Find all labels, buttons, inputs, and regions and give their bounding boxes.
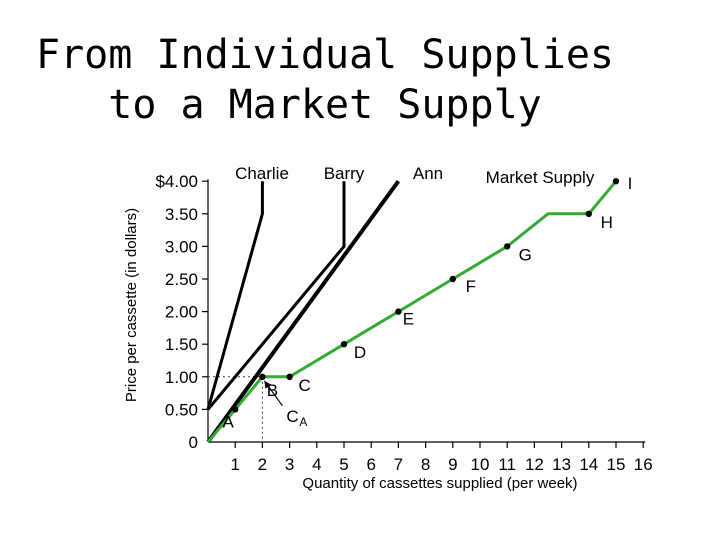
x-tick-label: 9 — [448, 455, 457, 474]
x-tick-label: 8 — [421, 455, 430, 474]
y-tick-label: $4.00 — [155, 172, 198, 191]
point-label-a: A — [223, 412, 235, 431]
x-tick-label: 16 — [634, 455, 653, 474]
point-label-g: G — [519, 245, 532, 264]
series-label-barry: Barry — [324, 164, 365, 183]
point-e — [395, 308, 401, 314]
point-label-f: F — [466, 277, 476, 296]
annotation-subscript: A — [299, 415, 307, 429]
point-f — [450, 276, 456, 282]
x-tick-label: 10 — [471, 455, 490, 474]
x-tick-label: 3 — [285, 455, 294, 474]
y-tick-label: 1.50 — [165, 335, 198, 354]
series-label-ann: Ann — [413, 164, 443, 183]
axes: 00.501.001.502.002.503.003.50$4.001 2 3 4 5 6… — [123, 172, 653, 492]
x-tick-label: 13 — [552, 455, 571, 474]
point-c — [286, 374, 292, 380]
point-label-i: I — [628, 174, 633, 193]
point-g — [504, 243, 510, 249]
x-tick-label: 12 — [525, 455, 544, 474]
point-d — [341, 341, 347, 347]
y-tick-label: 0.50 — [165, 400, 198, 419]
series-line-barry — [208, 181, 344, 409]
x-tick-label: 14 — [579, 455, 598, 474]
y-tick-label: 2.00 — [165, 303, 198, 322]
y-tick-label: 3.50 — [165, 205, 198, 224]
x-tick-label: 15 — [607, 455, 626, 474]
x-tick-label: 2 — [258, 455, 267, 474]
point-label-e: E — [403, 310, 414, 329]
point-label-c: C — [298, 376, 310, 395]
x-tick-label: 6 — [366, 455, 375, 474]
point-i — [613, 178, 619, 184]
point-h — [586, 211, 592, 217]
x-tick-label: 5 — [339, 455, 348, 474]
annotation-label: C — [286, 407, 298, 426]
x-tick-label: 4 — [312, 455, 321, 474]
x-axis-label: Quantity of cassettes supplied (per week… — [302, 475, 577, 492]
series-label-market-supply: Market Supply — [486, 168, 595, 187]
y-tick-label: 0 — [189, 433, 198, 452]
x-tick-label: 1 — [230, 455, 239, 474]
y-axis-label: Price per cassette (in dollars) — [123, 208, 140, 402]
series-label-charlie: Charlie — [235, 164, 289, 183]
point-b — [259, 374, 265, 380]
y-tick-label: 1.00 — [165, 368, 198, 387]
point-label-d: D — [354, 343, 366, 362]
y-tick-label: 2.50 — [165, 270, 198, 289]
x-tick-label: 7 — [394, 455, 403, 474]
x-tick-label: 11 — [498, 455, 516, 474]
point-label-h: H — [601, 213, 613, 232]
y-tick-label: 3.00 — [165, 237, 198, 256]
